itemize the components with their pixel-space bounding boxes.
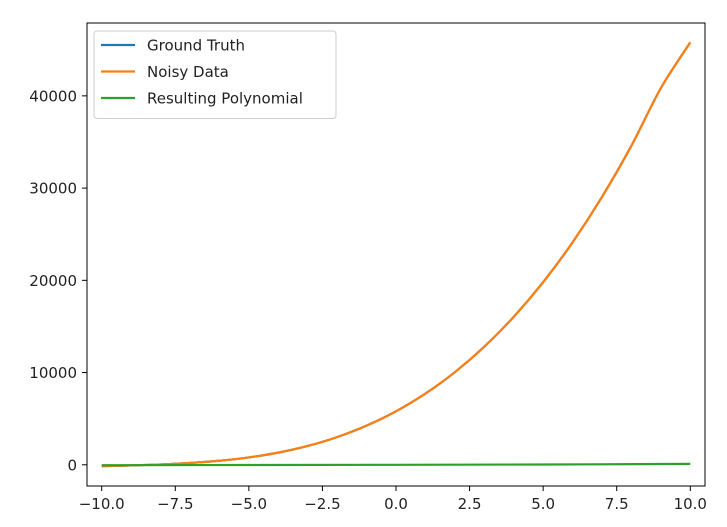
y-tick-label: 10000	[29, 364, 77, 382]
x-axis: −10.0 −7.5 −5.0 −2.5 0.0 2.5 5.0 7.5 10.0	[79, 486, 707, 513]
legend-label: Ground Truth	[147, 37, 245, 55]
y-tick-label: 40000	[29, 87, 77, 105]
x-tick-label: −7.5	[157, 495, 193, 513]
y-axis: 0 10000 20000 30000 40000	[29, 87, 87, 474]
legend-box	[93, 30, 337, 119]
y-tick-label: 0	[67, 456, 77, 474]
y-tick-label: 20000	[29, 272, 77, 290]
x-tick-label: 0.0	[384, 495, 408, 513]
legend-label: Resulting Polynomial	[147, 90, 303, 108]
x-tick-label: 2.5	[458, 495, 482, 513]
series-line-3	[101, 462, 691, 467]
x-tick-label: −5.0	[231, 495, 267, 513]
legend-label: Noisy Data	[147, 63, 229, 81]
series-line-2	[101, 41, 692, 468]
x-tick-label: 7.5	[605, 495, 629, 513]
legend: Ground Truth Noisy Data Resulting Polynomi…	[93, 30, 337, 119]
x-tick-label: −10.0	[79, 495, 125, 513]
x-tick-label: 10.0	[674, 495, 707, 513]
y-tick-label: 30000	[29, 180, 77, 198]
x-tick-label: 5.0	[531, 495, 555, 513]
plot-lines	[101, 41, 692, 468]
x-tick-label: −2.5	[304, 495, 340, 513]
